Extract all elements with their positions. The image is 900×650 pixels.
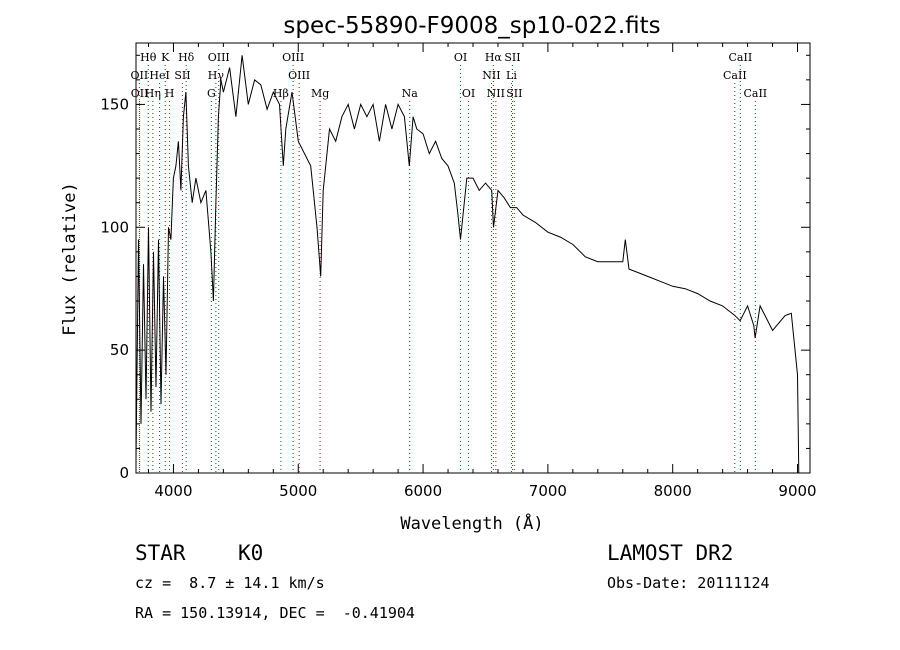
- x-tick-label: 6000: [404, 482, 442, 500]
- spectral-line-label: CaII: [723, 69, 747, 82]
- x-tick-label: 7000: [529, 482, 567, 500]
- spectral-line-label: Na: [402, 87, 419, 100]
- spectral-line-label: OI: [462, 87, 475, 100]
- spectral-line-label: SII: [506, 87, 522, 100]
- spectral-line-label: Hα: [485, 51, 503, 64]
- observation-date: Obs-Date: 20111124: [607, 574, 770, 592]
- x-axis-label: Wavelength (Å): [400, 512, 543, 534]
- y-tick-label: 0: [119, 464, 129, 482]
- spectral-line-label: OI: [454, 51, 467, 64]
- spectral-line-label: Hβ: [273, 87, 289, 100]
- spectral-line-label: OIII: [288, 69, 310, 82]
- spectral-line-label: Mg: [311, 87, 329, 100]
- x-tick-label: 8000: [654, 482, 692, 500]
- spectral-line-label: HeI: [149, 69, 169, 82]
- spectral-line-label: OII: [131, 69, 149, 82]
- spectral-line-label: Hη: [145, 87, 161, 100]
- spectral-line-label: H: [165, 87, 175, 100]
- object-class: STAR: [135, 541, 186, 565]
- x-tick-label: 9000: [778, 482, 816, 500]
- x-tick-label: 4000: [154, 482, 192, 500]
- spectral-line-label: Hθ: [140, 51, 157, 64]
- spectral-line-label: Hδ: [178, 51, 195, 64]
- spectral-line-label: OIII: [282, 51, 304, 64]
- y-tick-label: 100: [100, 218, 129, 236]
- y-axis-label: Flux (relative): [60, 182, 80, 336]
- coordinates: RA = 150.13914, DEC = -0.41904: [135, 604, 415, 622]
- spectral-line-label: NII: [482, 69, 500, 82]
- object-subclass: K0: [238, 541, 264, 565]
- survey-name: LAMOST DR2: [607, 541, 734, 565]
- spectral-line-label: NII: [487, 87, 505, 100]
- spectral-line-label: SII: [504, 51, 520, 64]
- spectral-line-label: OII: [131, 87, 149, 100]
- spectral-line-label: CaII: [743, 87, 767, 100]
- spectral-line-label: SII: [174, 69, 190, 82]
- spectral-line-label: Hγ: [208, 69, 225, 82]
- spectral-line-label: Li: [506, 69, 517, 82]
- spectrum-series-line: [135, 55, 800, 474]
- x-tick-label: 5000: [279, 482, 317, 500]
- spectral-line-label: K: [161, 51, 170, 64]
- chart-axes: 4000 5000 6000 7000 8000 9000 0 50 100 150: [100, 42, 817, 500]
- y-tick-label: 50: [110, 341, 129, 359]
- chart-title: spec-55890-F9008_sp10-022.fits: [283, 13, 660, 39]
- y-tick-label: 150: [100, 95, 129, 113]
- redshift-velocity: cz = 8.7 ± 14.1 km/s: [135, 574, 325, 592]
- spectral-line-label: CaII: [729, 51, 753, 64]
- spectral-line-label: G: [207, 87, 216, 100]
- spectral-line-label: OIII: [208, 51, 230, 64]
